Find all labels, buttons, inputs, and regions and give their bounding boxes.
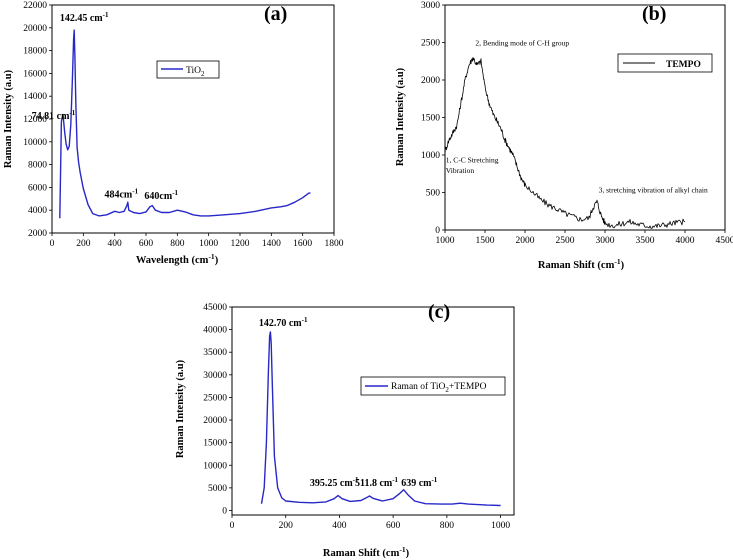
panel-b-xtick-label: 2500 [556,236,575,246]
panel-a-label: (a) [264,3,287,25]
panel-a-ytick-label: 16000 [23,69,47,79]
panel-c-ytick-label: 0 [222,506,227,516]
panel-c-ytick-label: 25000 [203,393,227,403]
panel-c-legend-box [360,376,506,396]
panel-a-xtick-label: 1200 [231,239,250,249]
panel-b-ytick-label: 0 [435,226,440,236]
panel-c-frame [231,306,515,516]
panel-b-ytick-label: 1500 [421,114,440,124]
panel-c-ytick-label: 35000 [203,348,227,358]
panel-b-legend-label: TEMPO [666,60,701,70]
panel-c-annotation: 142.70 cm-1 [259,316,308,329]
panel-a-ytick-label: 20000 [23,24,47,34]
panel-b-xlabel: Raman Shift (cm-1) [538,257,625,271]
panel-a-xtick-label: 0 [50,239,55,249]
panel-a-xtick-label: 800 [170,239,185,249]
panel-c-ylabel: Raman Intensity (a.u) [175,359,186,458]
panel-a-annotation: 142.45 cm-1 [60,11,109,24]
panel-a-xtick-label: 1800 [325,239,344,249]
panel-b-annotation: 2, Bending mode of C-H group [475,39,569,48]
panel-a-frame [51,4,335,234]
panel-b-ytick-label: 1000 [421,151,440,161]
panel-a-ytick-label: 12000 [23,115,47,125]
panel-a-legend: TiO2 [156,60,220,79]
panel-b-xtick-label: 2000 [516,236,535,246]
panel-c-xtick-label: 800 [440,521,455,531]
panel-b-xtick-label: 4000 [676,236,695,246]
panel-a-ytick-label: 8000 [28,161,47,171]
panel-c-legend-label: Raman of TiO2+TEMPO [391,381,487,394]
panel-c-xtick-label: 600 [386,521,401,531]
panel-a-ytick-label: 6000 [28,183,47,193]
panel-b-annotation: 1, C-C Stretching [446,156,499,165]
panel-b-ytick-label: 2500 [421,39,440,49]
panel-a-annotation: 640cm-1 [144,189,178,202]
panel-c-ytick-label: 20000 [203,416,227,426]
panel-a-ytick-label: 18000 [23,47,47,57]
panel-c: (c) Raman Intensity (a.u) Raman Shift (c… [175,301,515,559]
panel-a-xtick-label: 1400 [262,239,281,249]
panel-a-legend-box [156,60,220,79]
panel-b-xtick-label: 3500 [636,236,655,246]
panel-a-xtick-label: 1600 [293,239,312,249]
panel-c-ytick-label: 10000 [203,461,227,471]
panel-b-ytick-label: 2000 [421,76,440,86]
panel-a-series-line [59,29,311,219]
panel-b-ytick-label: 3000 [421,1,440,11]
panel-a-ytick-label: 22000 [23,1,47,11]
panel-a-xtick-label: 200 [76,239,91,249]
panel-c-annotation: 511.8 cm-1 [355,476,399,489]
panel-b-legend-box [617,53,713,73]
panel-b-ytick-label: 500 [426,189,441,199]
panel-b-annotation: Vibration [446,166,475,175]
panel-c-annotation: 639 cm-1 [401,476,438,489]
panel-a: (a) Raman Intensity (a.u) Wavelength (cm… [3,1,344,266]
panel-a-ytick-label: 14000 [23,92,47,102]
panel-b-xtick-label: 1500 [476,236,495,246]
panel-a-xtick-label: 600 [139,239,154,249]
panel-a-ylabel: Raman Intensity (a.u) [3,69,14,168]
panel-c-ytick-label: 40000 [203,326,227,336]
panel-b-label: (b) [642,3,666,25]
panel-c-xtick-label: 400 [332,521,347,531]
panel-c-ytick-label: 30000 [203,371,227,381]
panel-a-legend-label: TiO2 [186,66,205,78]
panel-c-ytick-label: 15000 [203,439,227,449]
panel-a-annotation: 74.81 cm-1 [32,109,76,122]
panel-c-annotation: 395.25 cm-1 [310,476,359,489]
panel-c-ytick-label: 45000 [203,303,227,313]
panel-b-xtick-label: 4500 [716,236,733,246]
panel-c-series-line [260,331,501,507]
panel-b-ylabel: Raman Intensity (a.u) [395,67,406,166]
panel-b-xtick-label: 3000 [596,236,615,246]
panel-a-annotation: 484cm-1 [104,188,138,201]
panel-a-xtick-label: 400 [108,239,123,249]
panel-c-xlabel: Raman Shift (cm-1) [323,545,410,559]
panel-c-legend: Raman of TiO2+TEMPO [360,376,506,396]
panel-c-ytick-label: 5000 [208,484,227,494]
panel-c-xtick-label: 1000 [491,521,510,531]
panel-a-ytick-label: 4000 [28,206,47,216]
panel-b-xtick-label: 1000 [436,236,455,246]
panel-b-annotation: 3, stretching vibration of alkyl chain [599,186,708,195]
panel-b: (b) Raman Intensity (a.u) Raman Shift (c… [395,1,733,271]
panel-c-xtick-label: 0 [230,521,235,531]
panel-a-ytick-label: 2000 [28,229,47,239]
panel-c-label: (c) [428,301,450,323]
panel-c-xtick-label: 200 [279,521,294,531]
panel-a-ytick-label: 10000 [23,138,47,148]
panel-b-legend: TEMPO [617,53,713,73]
panel-a-xlabel: Wavelength (cm-1) [136,252,219,266]
panel-b-series-line [444,57,686,229]
panel-a-xtick-label: 1000 [199,239,218,249]
